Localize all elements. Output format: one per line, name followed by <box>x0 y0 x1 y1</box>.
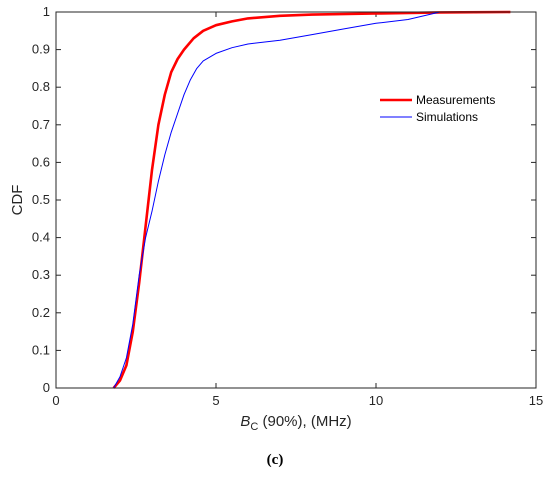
y-tick-label: 0.8 <box>32 79 50 94</box>
y-tick-label: 0.9 <box>32 42 50 57</box>
y-tick-label: 1 <box>43 4 50 19</box>
y-tick-label: 0.4 <box>32 230 50 245</box>
y-tick-label: 0.5 <box>32 192 50 207</box>
figure-caption: (c) <box>266 452 284 468</box>
x-tick-label: 10 <box>369 393 383 408</box>
legend-label-measurements: Measurements <box>416 93 495 107</box>
series-line-simulations <box>113 11 511 389</box>
legend: Measurements Simulations <box>380 93 495 124</box>
x-tick-label: 15 <box>529 393 543 408</box>
series-line-measurements <box>112 10 511 389</box>
x-tick-label: 5 <box>212 393 219 408</box>
legend-label-simulations: Simulations <box>416 110 478 124</box>
y-tick-label: 0.2 <box>32 305 50 320</box>
x-axis-label: BC (90%), (MHz) <box>240 413 351 433</box>
y-tick-label: 0 <box>43 380 50 395</box>
y-tick-label: 0.7 <box>32 117 50 132</box>
x-axis-label-main: B <box>240 413 250 430</box>
tick-layer: 0 5 10 15 0 0.1 0.2 0.3 0.4 0.5 0.6 0.7 0.8 0.9 1 <box>32 4 543 408</box>
y-tick-label: 0.6 <box>32 154 50 169</box>
x-axis-label-subscript: C <box>250 421 258 433</box>
y-tick-label: 0.3 <box>32 267 50 282</box>
x-tick-label: 0 <box>52 393 59 408</box>
plot-frame <box>55 11 537 389</box>
x-axis-label-rest: (90%), (MHz) <box>258 413 351 430</box>
y-axis-label: CDF <box>9 185 26 216</box>
series-layer <box>112 10 511 389</box>
y-tick-label: 0.1 <box>32 342 50 357</box>
